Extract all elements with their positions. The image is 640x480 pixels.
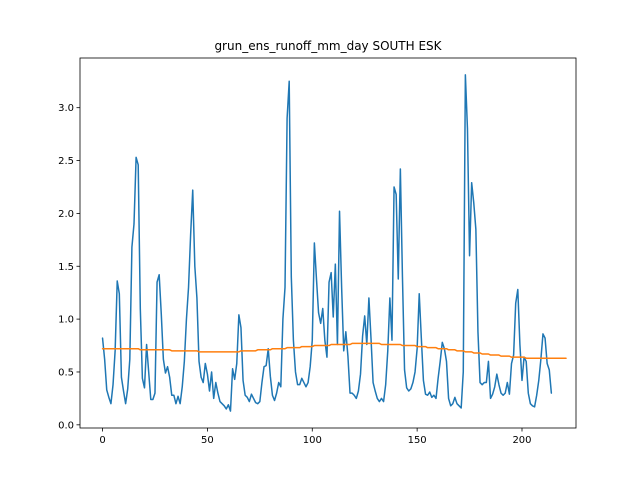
y-axis: 0.0 0.5 1.0 1.5 2.0 2.5 3.0 [58, 103, 80, 431]
x-axis: 0 50 100 150 200 [99, 428, 532, 446]
axes-frame [79, 57, 577, 429]
y-tick-label: 2.5 [58, 156, 74, 167]
x-tick-label: 0 [99, 435, 105, 446]
x-tick-label: 150 [408, 435, 427, 446]
series-layer [101, 74, 567, 412]
y-tick-label: 0.0 [58, 420, 74, 431]
series-line-1 [101, 74, 553, 412]
series-line-2 [101, 342, 567, 359]
y-tick-label: 3.0 [58, 103, 74, 114]
y-tick-label: 1.0 [58, 315, 74, 326]
x-tick-label: 100 [303, 435, 322, 446]
plot-area: 0 50 100 150 200 0.0 0.5 1.0 1.5 2.0 2.5 3.0 [58, 57, 577, 446]
y-tick-label: 1.5 [58, 262, 74, 273]
x-tick-label: 50 [201, 435, 214, 446]
y-tick-label: 2.0 [58, 209, 74, 220]
y-tick-label: 0.5 [58, 367, 74, 378]
x-tick-label: 200 [512, 435, 531, 446]
chart-title: grun_ens_runoff_mm_day SOUTH ESK [214, 39, 442, 53]
